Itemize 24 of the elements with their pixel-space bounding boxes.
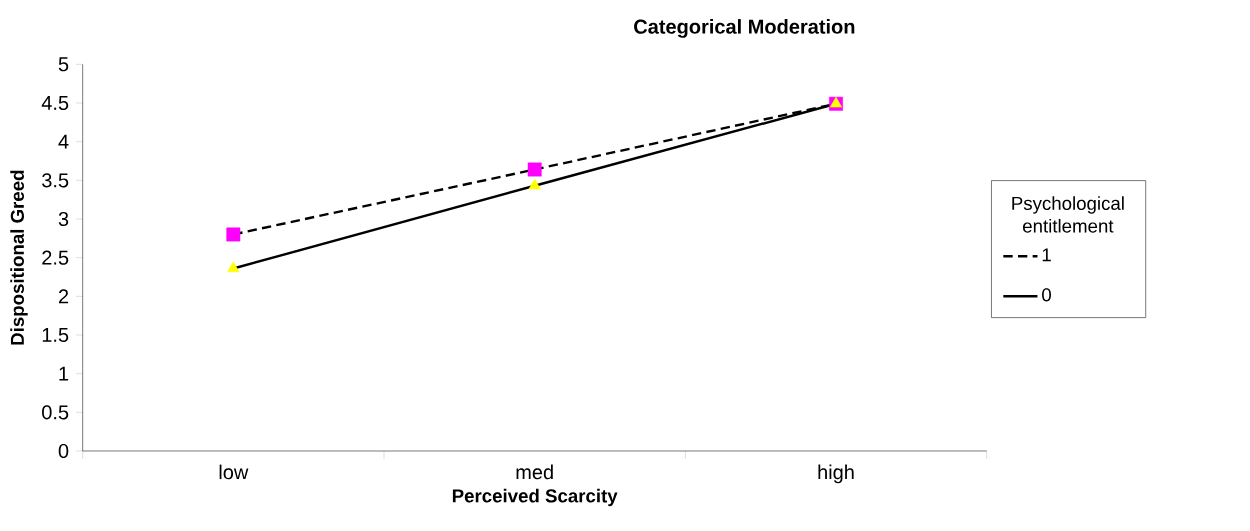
y-tick-label: 4.5: [41, 96, 69, 110]
x-tick-label: med: [516, 464, 553, 480]
y-tick-label: 3: [58, 211, 69, 227]
x-tick-label: low: [219, 464, 249, 480]
legend-label: 0: [1042, 288, 1051, 302]
y-tick-label: 3.5: [42, 173, 69, 188]
y-tick-label: 0: [58, 443, 69, 459]
y-tick-label: 2.5: [42, 250, 69, 265]
point: [528, 178, 541, 190]
legend-label: 1: [1042, 248, 1051, 262]
y-tick-label: 1: [59, 366, 69, 381]
point: [527, 162, 542, 177]
chart-title: Categorical Moderation: [634, 19, 855, 38]
y-axis-title: Dispositional Greed: [10, 170, 28, 345]
y-tick-label: 2: [58, 289, 69, 304]
y-tick-label: 1.5: [42, 328, 69, 342]
point: [226, 227, 241, 242]
y-tick-label: 0.5: [42, 405, 69, 420]
x-axis-title: Perceived Scarcity: [452, 488, 618, 507]
x-tick-label: high: [818, 464, 854, 484]
point: [227, 261, 240, 273]
legend-title: Psychological entitlement: [1012, 196, 1124, 233]
y-tick-label: 4: [58, 134, 69, 149]
y-tick-label: 5: [58, 57, 69, 72]
